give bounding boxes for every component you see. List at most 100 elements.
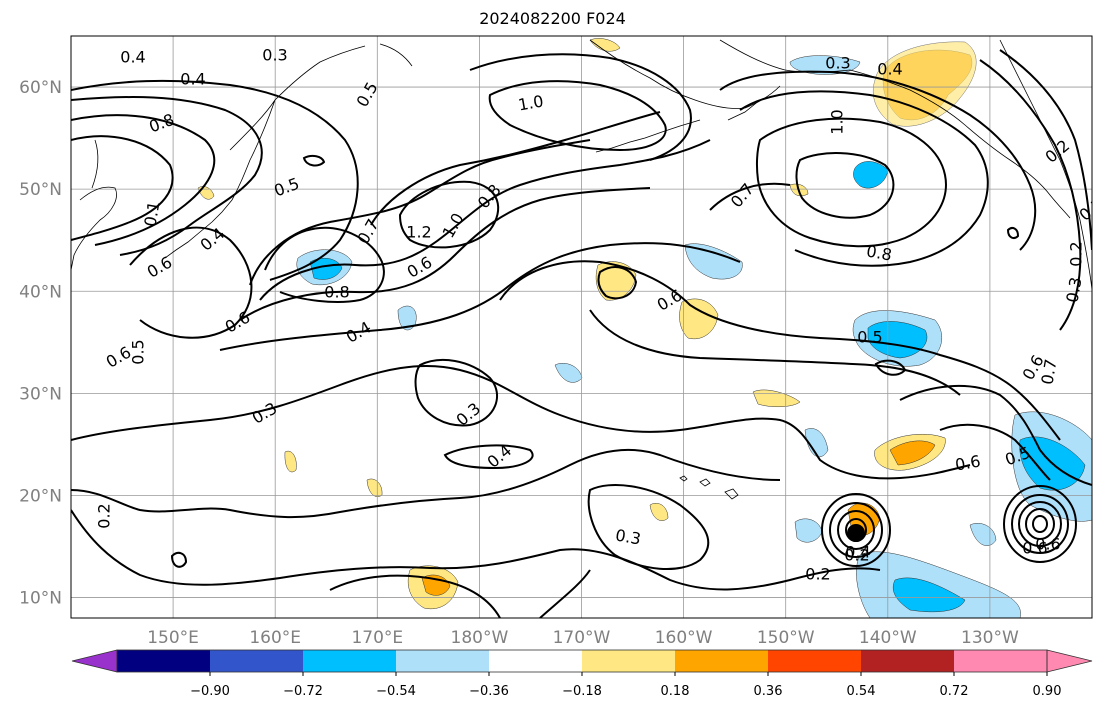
contour-lines [71,49,1092,618]
contour-line [795,152,895,219]
contour-line [999,49,1092,251]
storm-ring [837,510,875,550]
contour-line [370,111,661,226]
colorbar-bin [489,650,583,672]
contour-line [329,574,501,618]
colorbar-tick-label: −0.72 [283,684,323,699]
contour-line [499,260,1061,441]
map-frame [70,35,1093,619]
coast-japan-north [71,186,117,271]
lat-label: 20°N [19,486,62,506]
colorbar-extend-max [1046,649,1093,673]
lon-label: 170°E [351,628,403,648]
colorbar-bin [117,650,211,672]
storm-ring [1032,515,1048,533]
lon-label: 160°W [655,628,713,648]
contour-line [899,385,1092,486]
contour-line [71,509,881,591]
colorbar-tick-label: −0.36 [469,684,509,699]
contour-line [939,423,1051,481]
colorbar-tick-label: −0.54 [376,684,416,699]
contour-line [71,135,174,241]
latitude-labels: 60°N 50°N 40°N 30°N 20°N 10°N [19,78,62,609]
contour-line [71,365,971,480]
contour-label: 0.6 [1022,539,1047,558]
contour-line [398,180,500,249]
colorbar-bin [210,650,304,672]
lon-label: 170°W [553,628,611,648]
colorbar-bin [861,650,955,672]
contour-line [259,139,711,301]
contour-label: 0.1 [140,200,163,228]
colorbar-bin [768,650,862,672]
colorbar [71,649,1093,673]
contour-line [739,90,989,267]
contour-label: 0.7 [1037,358,1060,386]
lon-label: 130°W [961,628,1019,648]
contour-label: 0.3 [1062,276,1085,304]
lat-label: 40°N [19,282,62,302]
shading-layer [197,38,1092,618]
contour-label: 0.8 [865,241,893,264]
colorbar-tick-label: −0.90 [190,684,230,699]
lat-label: 60°N [19,78,62,98]
colorbar-tick-label: 0.18 [661,684,690,699]
contour-label: 0.2 [805,565,830,584]
lon-label: 180°W [451,628,509,648]
colorbar-ticks: −0.90 −0.72 −0.54 −0.36 −0.18 0.18 0.36 0.54 0.7… [190,672,1061,699]
coast-aleutians [595,99,761,153]
lat-label: 50°N [19,180,62,200]
contour-label: 0.4 [877,60,902,79]
contour-line [71,96,263,256]
graticule [71,36,1092,618]
shade-patch-mid-yellow-2 [679,298,719,340]
contour-label: 1.0 [828,109,847,134]
contour-line [755,117,947,248]
contour-label: 1.0 [517,91,545,114]
contour-label: 0.8 [324,283,349,302]
colorbar-bin [303,650,397,672]
coast-sakhalin [91,139,99,189]
contour-line [539,569,591,618]
contour-line [709,182,791,211]
lon-label: 160°E [249,628,301,648]
contour-line [219,242,741,351]
contour-line [443,444,534,470]
colorbar-extend-min [71,649,118,673]
contour-label: 0.6 [1035,535,1060,554]
colorbar-tick-label: 0.90 [1033,684,1062,699]
storm-ring [821,493,891,567]
contour-label: 0.6 [954,451,982,474]
shade-patch-south-blue [856,551,1021,618]
colorbar-bin [675,650,769,672]
contour-line [239,187,651,321]
contour-line [71,448,781,519]
contour-line [587,484,710,571]
contour-label: 0.2 [95,503,114,528]
contour-label: 0.5 [857,328,882,347]
lat-label: 30°N [19,384,62,404]
coast-hawaii [679,475,739,500]
shade-patch-south-blue-core [892,577,966,613]
storm-ring [1018,501,1062,547]
contour-line [469,53,692,161]
shade-patch-small-blue-3 [804,428,829,458]
contour-line [302,154,326,167]
contour-label: 0.3 [825,54,850,73]
contour-label: 1.2 [406,223,431,242]
longitude-labels: 150°E 160°E 170°E 180°W 170°W 160°W 150°W 140°W… [147,628,1019,648]
colorbar-tick-label: 0.54 [847,684,876,699]
colorbar-bin [582,650,676,672]
lon-label: 140°W [859,628,917,648]
shade-patch-mid-yellow [595,261,637,301]
contour-label: 0.3 [614,525,642,548]
shade-patch-small-yellow-5 [589,38,621,52]
shade-patch-small-yellow-2 [284,450,297,473]
colorbar-tick-label: 0.72 [940,684,969,699]
contour-label: 0.4 [180,70,205,89]
shade-patch-bering [789,55,861,75]
coast-kurils [164,199,233,259]
contour-label: 0.2 [1067,241,1086,266]
contour-label: 0.5 [129,339,148,364]
